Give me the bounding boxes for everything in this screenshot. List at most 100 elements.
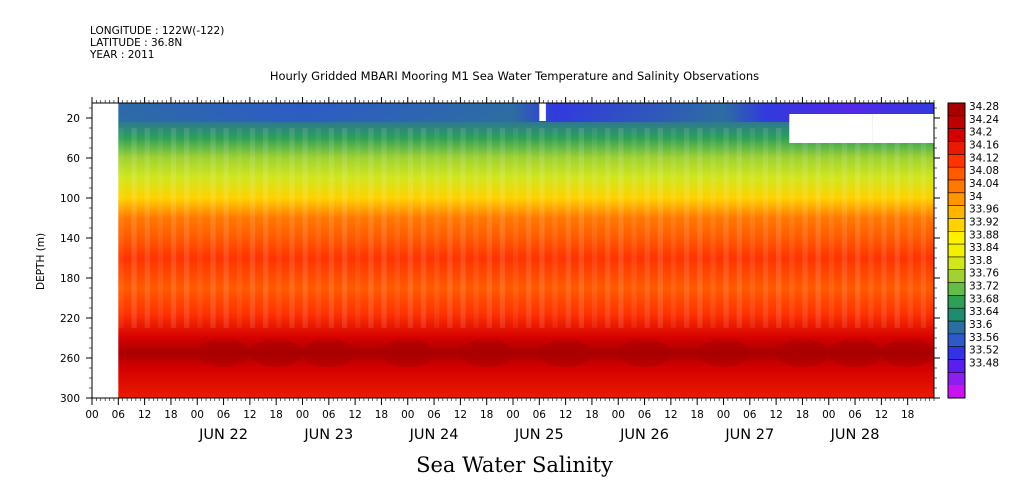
colorbar-frame <box>947 102 966 399</box>
colorbar-label: 33.64 <box>969 306 999 318</box>
colorbar-segment <box>948 205 965 219</box>
x-hour-tick-label: 06 <box>533 409 547 421</box>
variability-stripe <box>762 128 769 328</box>
colorbar-label: 34.12 <box>969 152 999 164</box>
colorbar-segment <box>948 372 965 386</box>
variability-stripe <box>881 128 887 328</box>
colorbar-segment <box>948 192 965 207</box>
x-date-label: JUN 23 <box>303 427 353 443</box>
variability-stripe <box>328 128 335 328</box>
variability-stripe <box>789 128 795 328</box>
colorbar-segment <box>948 154 965 168</box>
no-data-region <box>92 103 119 398</box>
variability-stripe <box>539 128 545 328</box>
x-hour-tick-label: 12 <box>454 409 467 421</box>
variability-stripe <box>302 128 308 328</box>
colorbar-label: 33.84 <box>969 242 999 254</box>
colorbar-segment <box>948 346 965 361</box>
x-hour-tick-label: 18 <box>164 409 177 421</box>
variability-stripe <box>670 128 677 328</box>
x-hour-tick-label: 00 <box>191 409 204 421</box>
colorbar-segment <box>948 295 965 309</box>
colorbar-segment <box>948 128 965 142</box>
x-hour-tick-label: 18 <box>375 409 388 421</box>
variability-stripe <box>723 128 729 328</box>
colorbar-label: 33.76 <box>969 268 999 280</box>
variability-stripe <box>236 128 242 328</box>
colorbar: 34.2834.2434.234.1634.1234.0834.043433.9… <box>947 101 999 399</box>
no-data-region <box>789 114 873 143</box>
colorbar-label: 33.96 <box>969 204 999 216</box>
variability-stripe <box>263 128 269 328</box>
variability-stripe <box>776 128 782 328</box>
colorbar-label: 34.16 <box>969 139 999 151</box>
variability-stripe <box>644 128 650 328</box>
colorbar-label: 33.68 <box>969 293 999 305</box>
x-date-label: JUN 26 <box>619 427 669 443</box>
variability-stripe <box>341 128 348 328</box>
variability-stripe <box>631 128 637 328</box>
x-hour-tick-label: 00 <box>85 409 98 421</box>
x-hour-tick-label: 12 <box>243 409 256 421</box>
variability-stripe <box>434 128 440 328</box>
colorbar-label: 33.6 <box>969 319 993 331</box>
colorbar-label: 33.88 <box>969 229 999 241</box>
colorbar-segment <box>948 179 965 194</box>
high-salinity-core <box>460 339 513 367</box>
x-date-label: JUN 28 <box>830 427 880 443</box>
colorbar-label: 34 <box>969 191 983 203</box>
plot-area <box>92 103 934 398</box>
variability-stripe <box>407 128 414 328</box>
y-axis-label: DEPTH (m) <box>35 233 47 290</box>
high-salinity-core <box>381 339 435 367</box>
y-tick-label: 180 <box>60 273 80 285</box>
y-tick-label: 20 <box>67 113 80 125</box>
colorbar-label: 33.48 <box>969 358 999 370</box>
colorbar-label: 33.72 <box>969 281 999 293</box>
variability-stripe <box>855 128 861 328</box>
variability-stripe <box>210 128 216 328</box>
variability-stripe <box>157 128 164 328</box>
variability-stripe <box>249 128 256 328</box>
high-salinity-core <box>697 339 750 367</box>
colorbar-label: 34.2 <box>969 127 992 139</box>
colorbar-segment <box>948 269 965 284</box>
variability-stripe <box>447 128 453 328</box>
x-hour-tick-label: 06 <box>638 409 652 421</box>
variability-stripe <box>420 128 427 328</box>
variability-stripe <box>802 128 808 328</box>
no-data-region <box>539 103 546 121</box>
colorbar-segment <box>948 282 965 296</box>
variability-stripe <box>315 128 321 328</box>
variability-stripe <box>710 128 716 328</box>
variability-stripe <box>697 128 703 328</box>
colorbar-segment <box>948 218 965 232</box>
high-salinity-core <box>249 339 303 367</box>
colorbar-segment <box>948 244 965 258</box>
variability-stripe <box>460 128 466 328</box>
x-hour-tick-label: 12 <box>769 409 782 421</box>
x-date-label: JUN 25 <box>514 427 564 443</box>
x-hour-tick-label: 12 <box>875 409 888 421</box>
metadata-block: LONGITUDE : 122W(-122) LATITUDE : 36.8N … <box>90 25 224 61</box>
colorbar-segment <box>948 333 965 348</box>
x-hour-tick-label: 18 <box>796 409 809 421</box>
colorbar-segment <box>948 321 965 335</box>
axes: 00 06 12 18 00 06 12 18 00 06 12 18 00 06 12 18 00 06 12 18… <box>60 97 940 443</box>
variability-stripe <box>749 128 756 328</box>
x-hour-tick-label: 06 <box>848 409 862 421</box>
y-tick-label: 220 <box>60 313 80 325</box>
variability-stripe <box>920 128 927 328</box>
x-hour-tick-label: 06 <box>743 409 757 421</box>
colorbar-label: 33.92 <box>969 216 999 228</box>
year-label: YEAR : 2011 <box>90 49 155 61</box>
high-salinity-core <box>881 339 934 367</box>
high-salinity-core <box>197 339 250 367</box>
latitude-label: LATITUDE : 36.8N <box>90 37 183 49</box>
x-hour-tick-label: 12 <box>664 409 677 421</box>
no-data-region <box>872 114 934 143</box>
colorbar-label: 33.56 <box>969 332 999 344</box>
variability-stripe <box>118 128 124 328</box>
variability-stripe <box>486 128 492 328</box>
x-hour-tick-label: 06 <box>427 409 441 421</box>
